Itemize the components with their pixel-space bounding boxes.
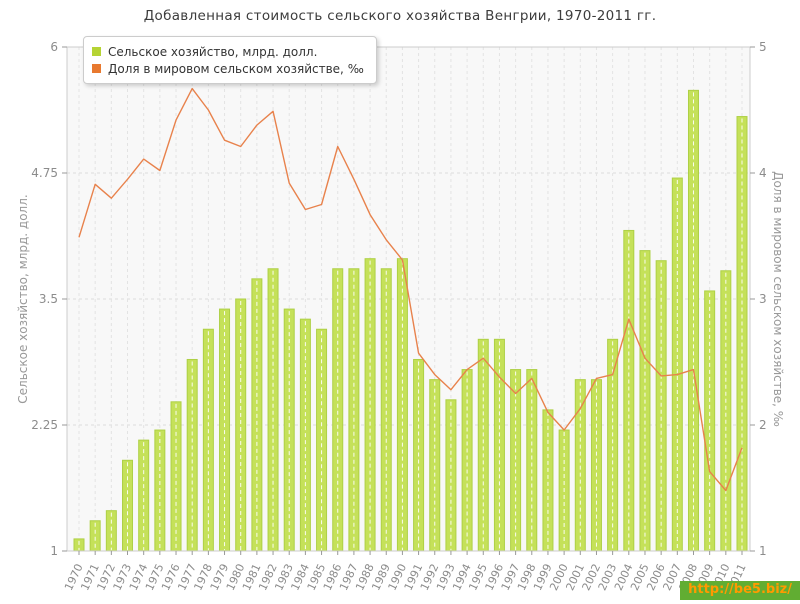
right-tick-3: 3 xyxy=(759,292,767,306)
bar-1972 xyxy=(105,510,117,552)
legend-marker-agriculture-icon xyxy=(92,47,101,56)
left-tick-3.5: 3.5 xyxy=(39,292,58,306)
bar-1999 xyxy=(542,409,554,552)
bar-1987 xyxy=(348,268,360,552)
bar-2010 xyxy=(720,270,732,552)
left-tick-1: 1 xyxy=(50,544,58,558)
right-tick-5: 5 xyxy=(759,40,767,54)
bar-2008 xyxy=(687,89,699,552)
bar-1998 xyxy=(526,369,538,552)
bar-1994 xyxy=(461,369,473,552)
bar-1986 xyxy=(332,268,344,552)
legend-label-world-share: Доля в мировом сельском хозяйстве, ‰ xyxy=(108,61,364,76)
legend-marker-world-share-icon xyxy=(92,64,101,73)
legend: Сельское хозяйство, млрд. долл. Доля в м… xyxy=(83,36,377,84)
legend-item-world-share: Доля в мировом сельском хозяйстве, ‰ xyxy=(92,60,364,77)
left-tick-6: 6 xyxy=(50,40,58,54)
left-tick-4.75: 4.75 xyxy=(31,166,58,180)
world-share-line xyxy=(78,87,743,492)
bar-2004 xyxy=(623,229,635,552)
chart-title: Добавленная стоимость сельского хозяйств… xyxy=(143,8,657,24)
left-tick-2.25: 2.25 xyxy=(31,418,58,432)
right-tick-2: 2 xyxy=(759,418,767,432)
legend-item-agriculture: Сельское хозяйство, млрд. долл. xyxy=(92,43,364,60)
bar-1989 xyxy=(380,268,392,552)
bar-1982 xyxy=(267,268,279,552)
watermark-link: http://be5.biz/ xyxy=(680,581,800,600)
bar-1997 xyxy=(510,369,522,552)
legend-label-agriculture: Сельское хозяйство, млрд. долл. xyxy=(108,44,318,59)
left-axis-title: Сельское хозяйство, млрд. долл. xyxy=(16,194,30,403)
right-tick-4: 4 xyxy=(759,166,767,180)
right-axis-title: Доля в мировом сельском хозяйстве, ‰ xyxy=(771,171,785,427)
right-tick-1: 1 xyxy=(759,544,767,558)
